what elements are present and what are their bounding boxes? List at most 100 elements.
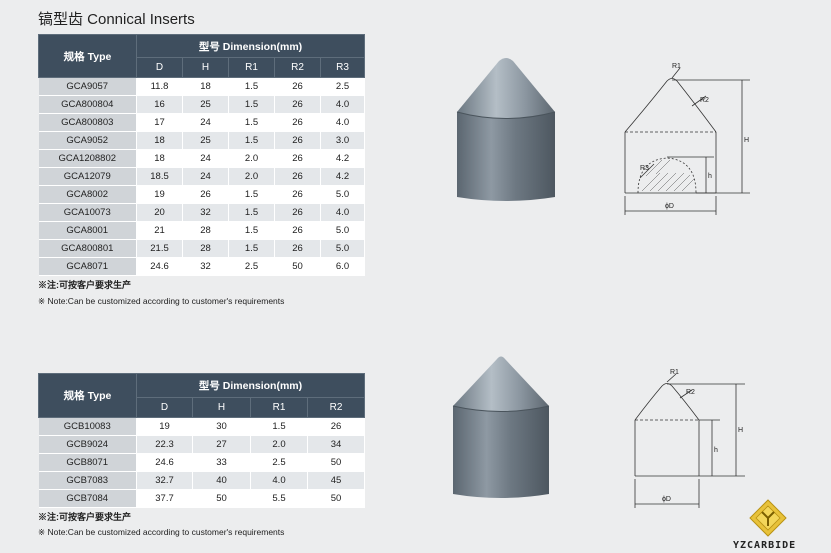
value-cell: 2.0 bbox=[228, 149, 275, 168]
yzcarbide-logo-icon bbox=[749, 499, 787, 537]
value-cell: 26 bbox=[274, 167, 321, 186]
value-cell: 50 bbox=[307, 453, 366, 472]
value-cell: 4.0 bbox=[320, 95, 366, 114]
value-cell: 34 bbox=[307, 435, 366, 454]
table-row: GCA9052 18 25 1.5 26 3.0 bbox=[38, 131, 366, 150]
value-cell: 25 bbox=[182, 131, 229, 150]
value-cell: 32.7 bbox=[136, 471, 193, 490]
value-cell: 26 bbox=[274, 95, 321, 114]
value-cell: 26 bbox=[307, 417, 366, 436]
value-cell: 25 bbox=[182, 95, 229, 114]
label-h-small: h bbox=[714, 447, 718, 454]
value-cell: 50 bbox=[192, 489, 251, 508]
dimension-header: 型号 Dimension(mm) bbox=[135, 34, 366, 58]
value-cell: 24 bbox=[182, 113, 229, 132]
value-cell: 2.0 bbox=[228, 167, 275, 186]
type-cell: GCA9052 bbox=[38, 131, 137, 150]
label-d: ϕD bbox=[662, 496, 671, 503]
value-cell: 26 bbox=[274, 113, 321, 132]
type-cell: GCB8071 bbox=[38, 453, 137, 472]
type-cell: GCB9024 bbox=[38, 435, 137, 454]
value-cell: 18.5 bbox=[136, 167, 183, 186]
value-cell: 1.5 bbox=[228, 185, 275, 204]
value-cell: 2.5 bbox=[228, 257, 275, 276]
type-cell: GCA800803 bbox=[38, 113, 137, 132]
type-cell: GCA8001 bbox=[38, 221, 137, 240]
value-cell: 4.2 bbox=[320, 167, 366, 186]
value-cell: 4.0 bbox=[320, 113, 366, 132]
type-cell: GCB10083 bbox=[38, 417, 137, 436]
value-cell: 26 bbox=[274, 221, 321, 240]
dimension-header: 型号 Dimension(mm) bbox=[135, 373, 366, 398]
page-title: 镐型齿 Connical Inserts bbox=[38, 11, 195, 28]
label-h-big: H bbox=[738, 427, 743, 434]
spec-table-gca: 规格 Type 型号 Dimension(mm) D H R1 R2 R3 GCA905… bbox=[38, 34, 366, 276]
value-cell: 18 bbox=[136, 131, 183, 150]
table-row: GCA8001 21 28 1.5 26 5.0 bbox=[38, 221, 366, 240]
value-cell: 27 bbox=[192, 435, 251, 454]
value-cell: 22.3 bbox=[136, 435, 193, 454]
value-cell: 33 bbox=[192, 453, 251, 472]
note-en: ※ Note:Can be customized according to cu… bbox=[38, 296, 285, 306]
type-cell: GCA800801 bbox=[38, 239, 137, 258]
table-row: GCA800804 16 25 1.5 26 4.0 bbox=[38, 95, 366, 114]
value-cell: 28 bbox=[182, 239, 229, 258]
label-r2: R2 bbox=[700, 97, 709, 104]
note-en: ※ Note:Can be customized according to cu… bbox=[38, 527, 285, 537]
type-cell: GCA800804 bbox=[38, 95, 137, 114]
value-cell: 26 bbox=[274, 185, 321, 204]
type-cell: GCA8002 bbox=[38, 185, 137, 204]
type-cell: GCB7084 bbox=[38, 489, 137, 508]
label-d: ϕD bbox=[665, 203, 674, 210]
value-cell: 50 bbox=[274, 257, 321, 276]
value-cell: 24.6 bbox=[136, 453, 193, 472]
note-cn: ※注:可按客户要求生产 bbox=[38, 280, 131, 290]
label-r2: R2 bbox=[686, 389, 695, 396]
type-cell: GCA9057 bbox=[38, 77, 137, 96]
technical-drawing-gca: R1 R2 R3 H h ϕD bbox=[624, 63, 750, 215]
spec-table-gcb: 规格 Type 型号 Dimension(mm) D H R1 R2 GCB10083… bbox=[38, 373, 366, 508]
technical-drawing-gcb: R1 R2 H h ϕD bbox=[634, 369, 745, 508]
table-row: GCA8002 19 26 1.5 26 5.0 bbox=[38, 185, 366, 204]
value-cell: 21.5 bbox=[136, 239, 183, 258]
value-cell: 17 bbox=[136, 113, 183, 132]
value-cell: 1.5 bbox=[228, 113, 275, 132]
value-cell: 3.0 bbox=[320, 131, 366, 150]
value-cell: 19 bbox=[136, 185, 183, 204]
value-cell: 24.6 bbox=[136, 257, 183, 276]
value-cell: 37.7 bbox=[136, 489, 193, 508]
type-cell: GCB7083 bbox=[38, 471, 137, 490]
value-cell: 26 bbox=[274, 77, 321, 96]
value-cell: 32 bbox=[182, 203, 229, 222]
brand-name: YZCARBIDE bbox=[733, 540, 797, 551]
column-header: D bbox=[136, 57, 183, 78]
insert-render-gcb bbox=[452, 356, 550, 498]
value-cell: 30 bbox=[192, 417, 251, 436]
label-r1: R1 bbox=[670, 369, 679, 376]
value-cell: 11.8 bbox=[136, 77, 183, 96]
value-cell: 4.0 bbox=[250, 471, 308, 490]
value-cell: 1.5 bbox=[228, 95, 275, 114]
value-cell: 24 bbox=[182, 149, 229, 168]
table-row: GCA9057 11.8 18 1.5 26 2.5 bbox=[38, 77, 366, 96]
value-cell: 1.5 bbox=[228, 239, 275, 258]
type-cell: GCA12079 bbox=[38, 167, 137, 186]
value-cell: 20 bbox=[136, 203, 183, 222]
label-r1: R1 bbox=[672, 63, 681, 70]
column-header: R2 bbox=[306, 397, 366, 418]
table-row: GCB7083 32.7 40 4.0 45 bbox=[38, 471, 366, 490]
value-cell: 4.0 bbox=[320, 203, 366, 222]
value-cell: 26 bbox=[274, 239, 321, 258]
value-cell: 50 bbox=[307, 489, 366, 508]
value-cell: 26 bbox=[274, 131, 321, 150]
value-cell: 26 bbox=[274, 203, 321, 222]
table-row: GCA12079 18.5 24 2.0 26 4.2 bbox=[38, 167, 366, 186]
insert-render-gca bbox=[456, 58, 556, 201]
column-header: H bbox=[192, 397, 251, 418]
value-cell: 2.5 bbox=[320, 77, 366, 96]
table-row: GCA8071 24.6 32 2.5 50 6.0 bbox=[38, 257, 366, 276]
table-row: GCB9024 22.3 27 2.0 34 bbox=[38, 435, 366, 454]
value-cell: 24 bbox=[182, 167, 229, 186]
table-row: GCA800803 17 24 1.5 26 4.0 bbox=[38, 113, 366, 132]
type-cell: GCA8071 bbox=[38, 257, 137, 276]
